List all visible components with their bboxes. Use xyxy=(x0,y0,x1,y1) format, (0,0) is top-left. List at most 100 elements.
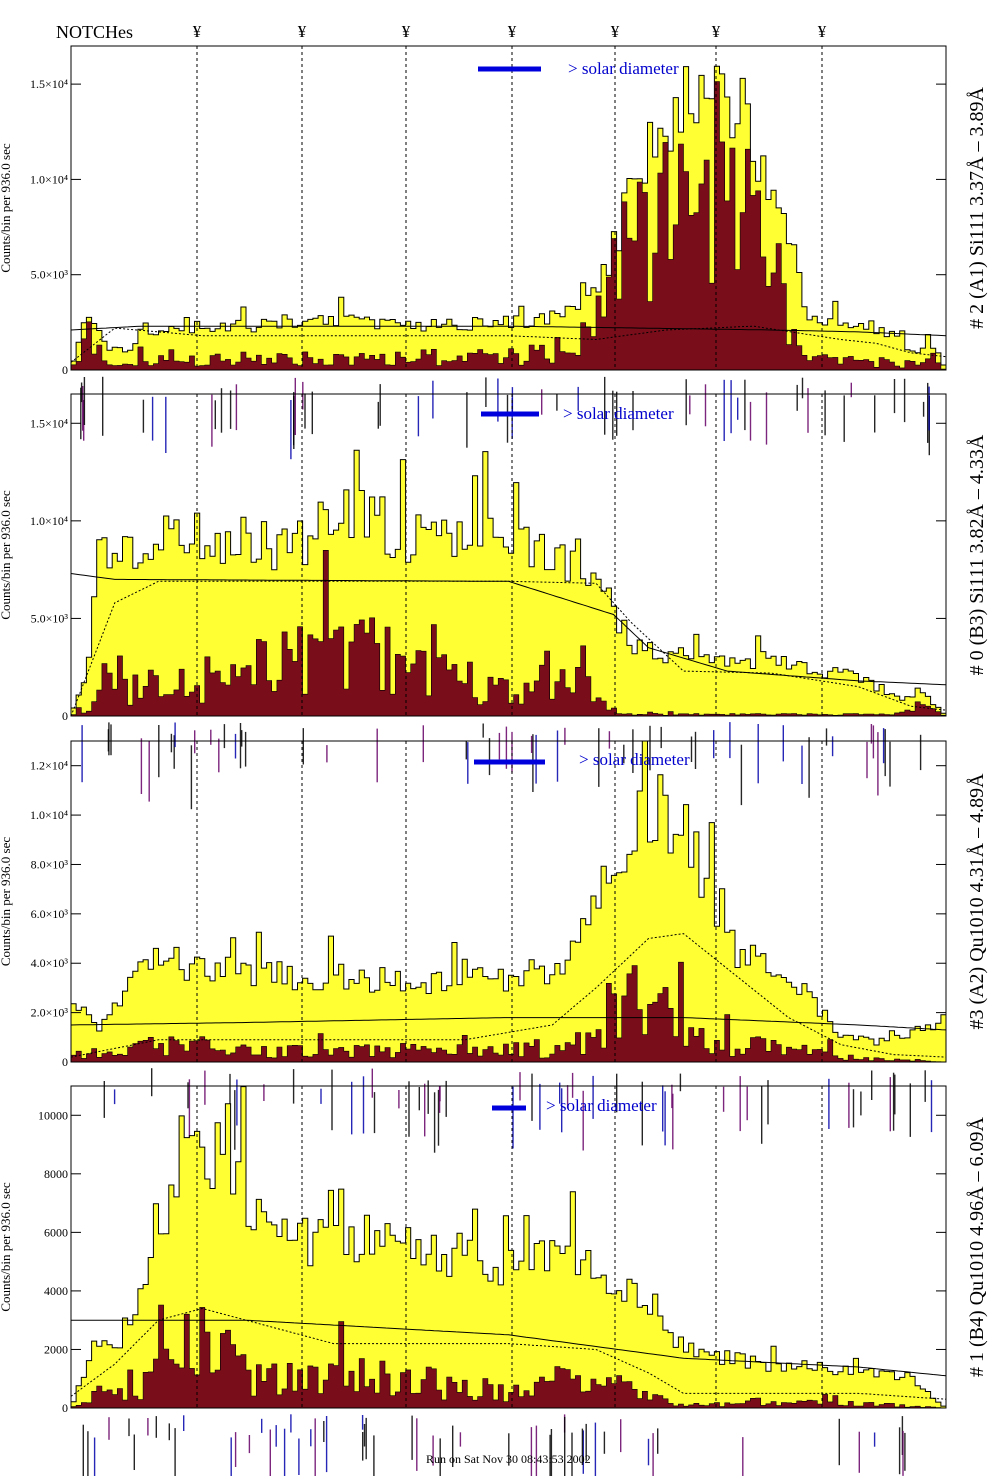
model-curve-solid xyxy=(71,1319,947,1377)
event-annotation xyxy=(616,391,618,436)
event-annotation xyxy=(909,1083,911,1137)
y-tick-label: 5.0×10³ xyxy=(31,268,69,282)
event-annotation xyxy=(549,1434,551,1476)
channel-label: # 0 (B3) Si111 3.82Å – 4.33Å xyxy=(966,434,988,675)
event-annotation xyxy=(371,1068,373,1098)
event-annotation xyxy=(889,741,891,787)
event-annotation xyxy=(767,1080,769,1125)
event-annotation xyxy=(556,730,559,782)
event-annotation xyxy=(505,726,508,769)
event-annotation xyxy=(550,1429,553,1476)
event-annotation xyxy=(326,745,328,763)
event-annotation xyxy=(893,379,896,414)
event-annotation xyxy=(445,1080,447,1117)
solar-diameter-label: > solar diameter xyxy=(579,750,690,769)
event-annotation xyxy=(903,378,906,423)
event-annotation xyxy=(612,390,614,440)
event-annotation xyxy=(424,1083,426,1137)
channel-label: # 1 (B4) Qu1010 4.96Å – 6.09Å xyxy=(966,1116,988,1377)
event-annotation xyxy=(148,741,150,802)
event-annotation xyxy=(561,1088,563,1133)
y-axis-label: Counts/bin per 936.0 sec xyxy=(0,837,13,966)
event-annotation xyxy=(889,1077,891,1132)
event-annotation xyxy=(103,1081,105,1118)
notches-header: NOTCHes ¥ ¥ ¥ ¥ ¥ ¥ ¥ xyxy=(56,22,827,42)
event-annotation xyxy=(694,731,697,769)
event-annotation xyxy=(531,1073,533,1121)
event-annotation xyxy=(188,1079,191,1140)
event-annotation xyxy=(82,386,84,431)
event-annotation xyxy=(511,731,513,773)
event-annotation xyxy=(877,732,879,796)
y-tick-label: 1.0×10⁴ xyxy=(30,514,68,528)
y-tick-label: 1.0×10⁴ xyxy=(30,172,68,186)
event-annotation xyxy=(749,401,752,441)
event-annotation xyxy=(657,1428,659,1454)
event-annotation xyxy=(234,1432,237,1467)
event-annotation xyxy=(744,379,746,431)
event-annotation xyxy=(432,380,434,419)
event-annotation xyxy=(860,1091,862,1116)
event-annotation xyxy=(508,1433,510,1466)
event-annotation xyxy=(211,394,213,447)
event-annotation xyxy=(165,396,167,453)
event-annotation xyxy=(417,396,420,437)
event-annotation xyxy=(363,1424,366,1447)
event-annotation xyxy=(672,1093,674,1150)
y-axis-label: Counts/bin per 936.0 sec xyxy=(0,143,13,272)
event-annotation xyxy=(730,380,732,434)
event-annotation xyxy=(230,1437,232,1476)
plot-frame xyxy=(70,393,947,717)
total-counts-histogram xyxy=(70,1086,947,1409)
event-annotation xyxy=(467,742,469,784)
event-annotation xyxy=(168,1423,170,1441)
total-counts-histogram xyxy=(70,65,947,371)
event-annotation xyxy=(739,1076,741,1132)
event-annotation xyxy=(722,1086,725,1112)
event-annotation xyxy=(919,734,922,771)
y-tick-label: 0 xyxy=(62,709,68,723)
event-annotation xyxy=(151,1068,153,1097)
y-tick-label: 2000 xyxy=(44,1342,68,1356)
event-annotation xyxy=(530,735,533,753)
event-annotation xyxy=(488,738,491,776)
event-annotation xyxy=(858,1431,860,1473)
event-annotation xyxy=(922,401,925,417)
event-annotation xyxy=(236,1079,238,1126)
event-annotation xyxy=(782,725,784,762)
y-tick-label: 4000 xyxy=(44,1284,68,1298)
event-annotation xyxy=(512,1086,514,1149)
event-annotation xyxy=(930,1080,933,1133)
event-annotation xyxy=(928,386,930,431)
event-annotation xyxy=(244,731,247,767)
filtered-counts-histogram xyxy=(70,961,947,1063)
event-annotation xyxy=(113,1089,116,1105)
event-annotation xyxy=(174,722,176,748)
notches-label: NOTCHes xyxy=(56,22,133,42)
event-annotation xyxy=(235,384,238,431)
event-annotation xyxy=(690,736,693,762)
event-annotation xyxy=(530,1427,533,1476)
y-tick-label: 1.5×10⁴ xyxy=(30,77,68,91)
event-annotation xyxy=(187,1082,189,1109)
event-annotation xyxy=(102,376,104,436)
run-timestamp: Run on Sat Nov 30 08:43:53 2002 xyxy=(426,1452,591,1466)
event-annotation xyxy=(80,382,83,403)
event-annotation xyxy=(871,1070,873,1100)
event-annotation xyxy=(704,384,707,427)
panel-1: 0 5.0×10³ 1.0×10⁴ 1.5×10⁴ Counts/bin per 936… xyxy=(0,45,988,460)
event-annotation xyxy=(293,396,295,449)
solar-diameter-label: > solar diameter xyxy=(568,59,679,78)
solar-diameter-label: > solar diameter xyxy=(563,404,674,423)
event-annotation xyxy=(894,1074,896,1115)
event-annotation xyxy=(376,728,378,783)
event-annotation xyxy=(439,1438,441,1476)
event-annotation xyxy=(174,1428,176,1476)
y-tick-label: 4.0×10³ xyxy=(31,956,69,970)
event-annotation xyxy=(83,377,86,425)
model-curve-solid xyxy=(70,573,947,686)
event-annotation xyxy=(183,1415,185,1431)
event-annotation xyxy=(740,744,743,806)
event-annotation xyxy=(662,1085,664,1132)
